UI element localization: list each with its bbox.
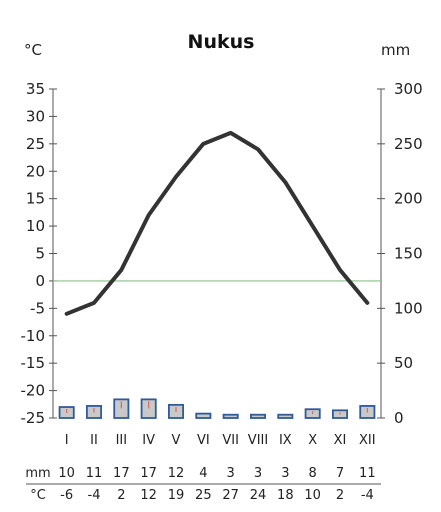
month-label: IX — [279, 433, 292, 448]
right-axis: 300 250 200 150 100 50 0 — [377, 80, 423, 427]
table-row-label: mm — [25, 466, 50, 481]
left-tick-label: 20 — [26, 162, 45, 180]
table-cell: 3 — [281, 466, 289, 481]
month-label: VII — [222, 433, 239, 448]
left-tick-label: -25 — [21, 409, 46, 427]
table-cell: 7 — [336, 466, 344, 481]
left-tick-label: -15 — [21, 354, 46, 372]
right-tick-label: 200 — [394, 190, 423, 208]
month-label: VIII — [248, 433, 268, 448]
left-tick-label: 30 — [26, 107, 45, 125]
precip-bar — [222, 413, 239, 419]
precip-bar — [113, 398, 130, 419]
left-axis: 35 30 25 20 15 10 5 0 -5 -10 -15 -20 -25 — [21, 80, 57, 427]
month-label: V — [172, 433, 181, 448]
precip-bar — [249, 413, 267, 419]
table-cell: 2 — [336, 488, 344, 503]
month-label: I — [65, 433, 69, 448]
table-cell: 8 — [309, 466, 317, 481]
table-cell: 17 — [113, 466, 130, 481]
month-label: IV — [142, 433, 155, 448]
table-cell: 10 — [58, 466, 75, 481]
table-cell: 19 — [168, 488, 185, 503]
left-tick-label: -5 — [30, 299, 45, 317]
table-cell: 11 — [359, 466, 376, 481]
left-tick-label: 15 — [26, 190, 45, 208]
left-unit-label: °C — [24, 41, 42, 59]
table-cell: 25 — [195, 488, 212, 503]
table-cell: 27 — [222, 488, 239, 503]
table-cell: 18 — [277, 488, 294, 503]
left-tick-label: 5 — [35, 245, 45, 263]
month-label: II — [90, 433, 98, 448]
month-label: XI — [334, 433, 347, 448]
table-cell: 3 — [227, 466, 235, 481]
left-tick-label: 10 — [26, 217, 45, 235]
month-label: III — [116, 433, 128, 448]
left-tick-label: 0 — [35, 272, 45, 290]
month-label: XII — [359, 433, 376, 448]
table-cell: -4 — [361, 488, 374, 503]
right-tick-label: 300 — [394, 80, 423, 98]
right-tick-label: 0 — [394, 409, 404, 427]
left-tick-label: 25 — [26, 135, 45, 153]
right-unit-label: mm — [381, 41, 410, 59]
precip-bar — [277, 413, 294, 419]
table-row-label: °C — [30, 488, 46, 503]
right-tick-label: 100 — [394, 299, 423, 317]
right-tick-label: 150 — [394, 245, 423, 263]
left-tick-label: 35 — [26, 80, 45, 98]
table-cell: 3 — [254, 466, 262, 481]
table-cell: 12 — [140, 488, 157, 503]
right-tick-label: 50 — [394, 354, 413, 372]
month-label: X — [308, 433, 317, 448]
table-cell: 11 — [86, 466, 103, 481]
precip-bar — [140, 398, 157, 419]
table-cell: 17 — [140, 466, 157, 481]
table-cell: 2 — [117, 488, 125, 503]
left-tick-label: -10 — [21, 327, 46, 345]
right-tick-label: 250 — [394, 135, 423, 153]
month-label: VI — [197, 433, 210, 448]
table-cell: -6 — [60, 488, 73, 503]
temperature-line — [64, 130, 370, 316]
table-cell: 4 — [199, 466, 207, 481]
precipitation-bars — [58, 398, 376, 419]
table-cell: -4 — [88, 488, 101, 503]
table-cell: 24 — [250, 488, 267, 503]
left-tick-label: -20 — [21, 382, 46, 400]
table-cell: 10 — [304, 488, 321, 503]
table-cell: 12 — [168, 466, 185, 481]
data-table: mm 10 11 17 17 12 4 3 3 3 8 7 11 °C -6 -4 2 12 19 25 27 24 18 1… — [25, 466, 375, 503]
month-labels: I II III IV V VI VII VIII IX X XI XII — [65, 433, 376, 448]
chart-title: Nukus — [188, 31, 255, 53]
precip-bar — [195, 412, 212, 419]
